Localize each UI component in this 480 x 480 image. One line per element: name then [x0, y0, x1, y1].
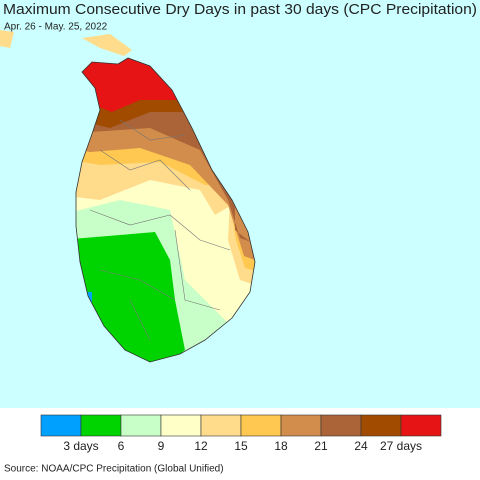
legend-swatch [360, 414, 402, 437]
legend: 3 days 6 9 12 15 18 21 24 27 days [40, 414, 442, 453]
legend-label: 12 [194, 439, 208, 453]
legend-swatch [400, 414, 442, 437]
ocean [0, 0, 480, 408]
legend-swatch [40, 414, 82, 437]
coastline [75, 57, 256, 363]
mainland [82, 34, 132, 56]
title: Maximum Consecutive Dry Days in past 30 … [3, 1, 477, 18]
legend-label: 3 days [63, 439, 98, 453]
legend-swatch [200, 414, 242, 437]
legend-swatch [280, 414, 322, 437]
legend-label: 21 [314, 439, 328, 453]
subtitle: Apr. 26 - May. 25, 2022 [4, 22, 108, 33]
legend-label: 27 days [380, 439, 422, 453]
legend-label: 6 [118, 439, 125, 453]
legend-swatch [240, 414, 282, 437]
legend-swatch [80, 414, 122, 437]
legend-swatch [320, 414, 362, 437]
district-borders [89, 119, 231, 341]
mainland [0, 30, 14, 48]
source: Source: NOAA/CPC Precipitation (Global U… [4, 464, 224, 475]
legend-swatch [160, 414, 202, 437]
legend-label: 9 [158, 439, 165, 453]
legend-swatch [120, 414, 162, 437]
legend-label: 24 [354, 439, 368, 453]
legend-label: 15 [234, 439, 248, 453]
legend-label: 18 [274, 439, 288, 453]
